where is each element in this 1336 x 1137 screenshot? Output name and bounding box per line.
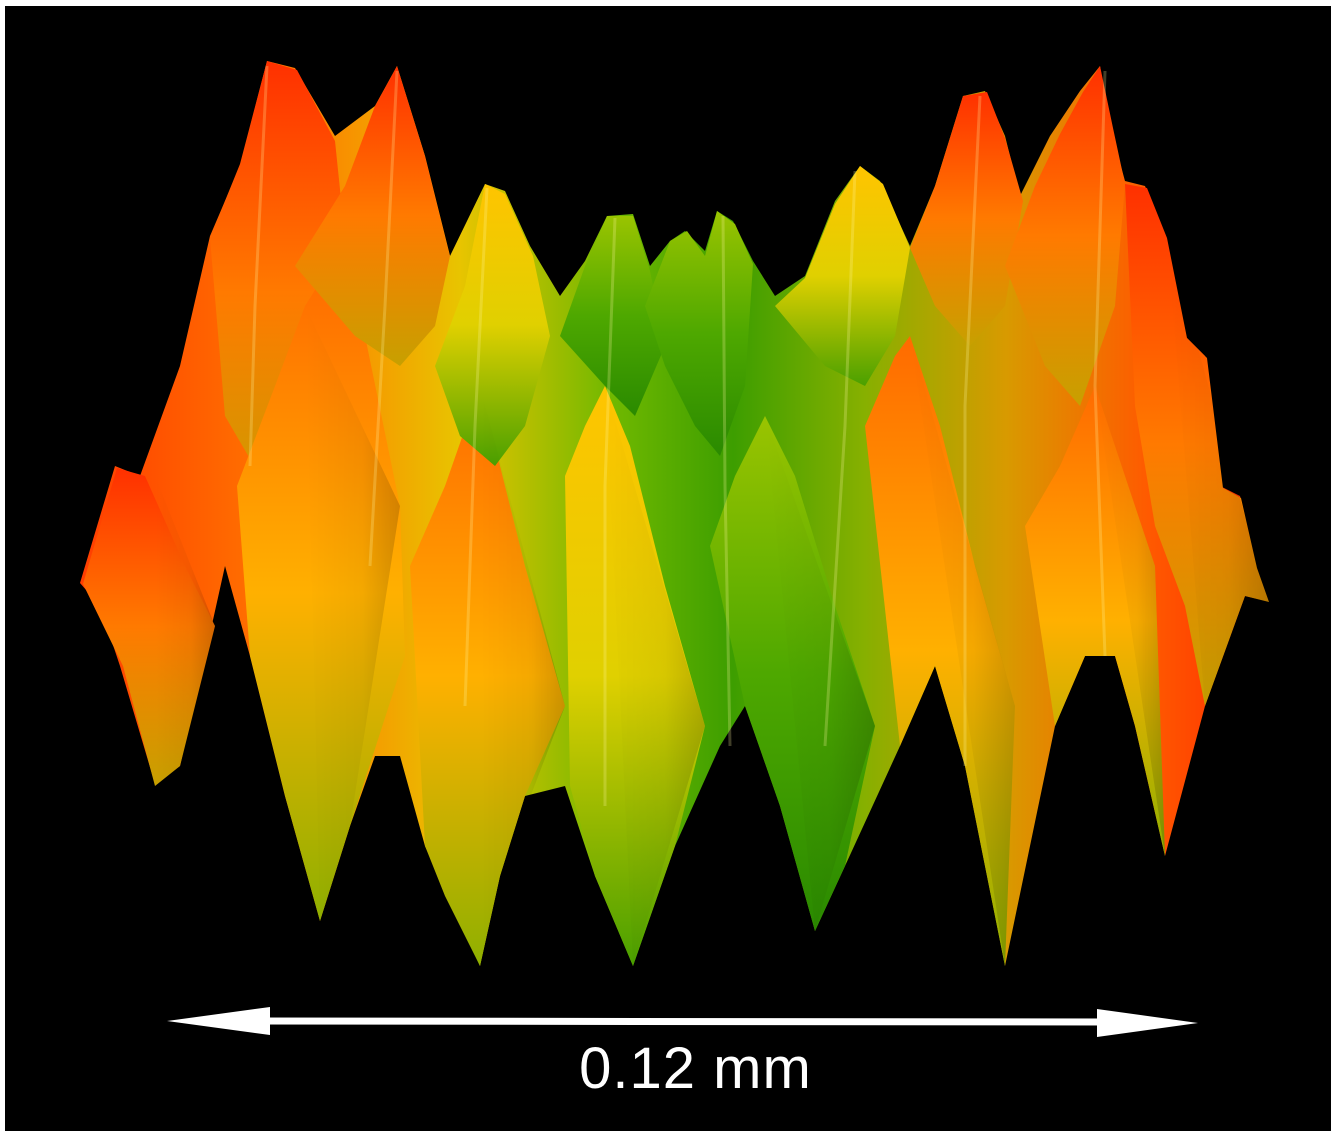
image-frame: 0.12 mm [5, 6, 1331, 1131]
scale-bar-label: 0.12 mm [579, 1036, 812, 1101]
scale-bar-line [254, 1017, 1111, 1026]
scale-bar-left-arrowhead [167, 1007, 270, 1035]
surface-shading [155, 238, 1269, 966]
surface-plot-3d [80, 61, 1269, 1037]
scale-bar-right-arrowhead [1097, 1009, 1198, 1037]
scale-bar [167, 1007, 1198, 1037]
surface-highlights [248, 65, 1107, 806]
